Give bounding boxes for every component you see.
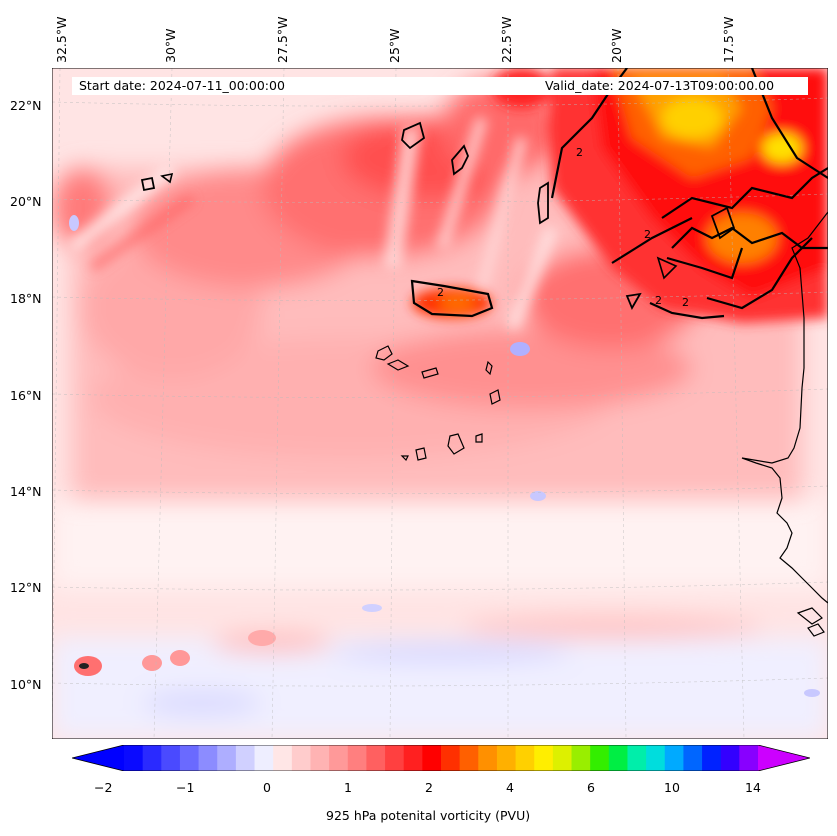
colorbar-segment [142, 745, 162, 771]
latitude-label: 16°N [10, 388, 42, 403]
latitude-label: 14°N [10, 484, 42, 499]
colorbar-tick: 4 [506, 780, 514, 795]
colorbar-segment [217, 745, 237, 771]
colorbar-segment [720, 745, 740, 771]
colorbar-segment [403, 745, 423, 771]
colorbar-segment [124, 745, 144, 771]
colorbar-extend-min [72, 745, 124, 771]
map-panel: 2 2 2 2 2 [52, 68, 828, 739]
longitude-label: 25°W [387, 28, 402, 63]
graticule [52, 68, 828, 739]
colorbar-segment [739, 745, 759, 771]
colorbar-tick: 2 [425, 780, 433, 795]
colorbar-segment [198, 745, 218, 771]
contour-label: 2 [682, 296, 689, 309]
colorbar-segment [478, 745, 498, 771]
contour-label: 2 [576, 146, 583, 159]
colorbar-segment [515, 745, 535, 771]
start-date-box [72, 77, 808, 95]
coastlines [375, 211, 828, 637]
colorbar-segment [534, 745, 554, 771]
longitude-label: 20°W [609, 28, 624, 63]
latitude-label: 10°N [10, 677, 42, 692]
longitude-label: 27.5°W [275, 16, 290, 63]
colorbar-segment [347, 745, 367, 771]
start-date-label: Start date: 2024-07-11_00:00:00 [79, 78, 285, 93]
latitude-label: 20°N [10, 194, 42, 209]
colorbar-segment [161, 745, 181, 771]
colorbar-segment [366, 745, 386, 771]
longitude-label: 30°W [163, 28, 178, 63]
pv-south-spots [74, 630, 276, 676]
colorbar-tick: 0 [263, 780, 271, 795]
longitude-label: 17.5°W [721, 16, 736, 63]
colorbar-segment [310, 745, 330, 771]
colorbar-tick: −2 [94, 780, 113, 795]
colorbar-segment [571, 745, 591, 771]
colorbar-segment [422, 745, 442, 771]
longitude-label: 32.5°W [54, 16, 69, 63]
colorbar-label: 925 hPa potenital vorticity (PVU) [326, 808, 531, 823]
colorbar-extend-max [758, 745, 810, 771]
pv-streaks [67, 116, 559, 331]
colorbar-segment [385, 745, 405, 771]
pv-negative-spots [69, 215, 820, 697]
colorbar-segment [608, 745, 628, 771]
contour-label: 2 [437, 286, 444, 299]
contour-label: 2 [655, 294, 662, 307]
colorbar-segment [235, 745, 256, 771]
colorbar-segment [683, 745, 703, 771]
latitude-label: 12°N [10, 580, 42, 595]
colorbar-tick: 10 [664, 780, 680, 795]
latitude-label: 22°N [10, 98, 42, 113]
colorbar-segment [291, 745, 311, 771]
contour-label: 2 [644, 228, 651, 241]
colorbar-segment [179, 745, 200, 771]
colorbar-segment [590, 745, 610, 771]
colorbar-segment [664, 745, 684, 771]
colorbar-tick: −1 [176, 780, 195, 795]
latitude-label: 18°N [10, 291, 42, 306]
colorbar-segment [254, 745, 274, 771]
colorbar [72, 745, 810, 771]
colorbar-segment [273, 745, 293, 771]
colorbar-segment [496, 745, 517, 771]
colorbar-segment [627, 745, 647, 771]
longitude-label: 22.5°W [499, 16, 514, 63]
colorbar-segment [441, 745, 461, 771]
colorbar-tick: 6 [587, 780, 595, 795]
valid-date-label: Valid_date: 2024-07-13T09:00:00.00 [545, 78, 775, 93]
colorbar-tick: 1 [344, 780, 352, 795]
colorbar-segment [702, 745, 722, 771]
colorbar-segment [459, 745, 479, 771]
colorbar-segment [646, 745, 666, 771]
contour-labels: 2 2 2 2 2 [437, 146, 689, 309]
colorbar-segment [329, 745, 349, 771]
colorbar-tick: 14 [745, 780, 761, 795]
colorbar-segment [552, 745, 573, 771]
